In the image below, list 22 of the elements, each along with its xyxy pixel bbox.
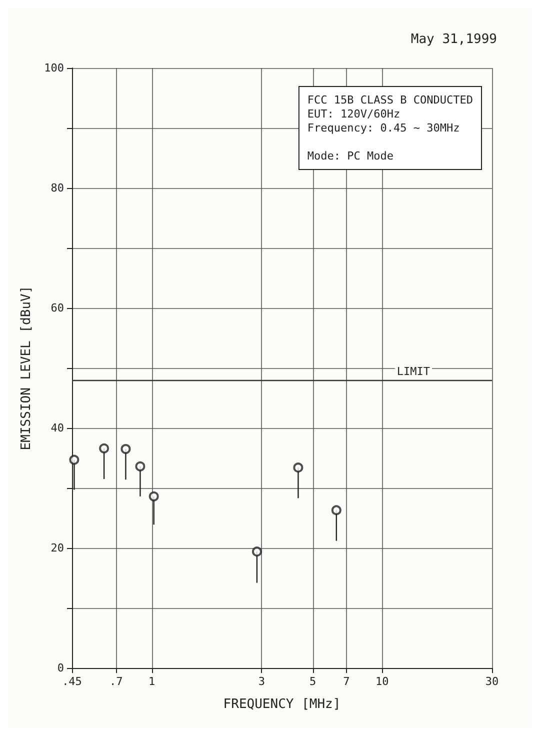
x-tick-label: .45	[62, 675, 82, 688]
annotation: FCC 15B CLASS B CONDUCTED	[307, 94, 474, 106]
annotation: Frequency: 0.45 ~ 30MHz	[307, 122, 460, 134]
annotation: EUT: 120V/60Hz	[307, 108, 400, 120]
x-tick-label: 30	[485, 675, 499, 688]
x-tick-label: .7	[110, 675, 123, 688]
x-tick-label: 1	[148, 675, 156, 688]
y-tick-label: 40	[50, 422, 64, 434]
y-tick-label: 0	[57, 662, 64, 674]
x-tick-label: 10	[376, 675, 389, 688]
x-tick-label: 7	[343, 675, 350, 688]
y-axis-title: EMISSION LEVEL [dBuV]	[19, 286, 34, 450]
y-tick-label: 100	[44, 62, 64, 74]
x-axis-title: FREQUENCY [MHz]	[223, 697, 341, 712]
y-tick-label: 60	[50, 302, 64, 314]
chart-subtitle: May 31,1999	[410, 32, 497, 47]
x-tick-label: 5	[310, 675, 316, 688]
y-tick-label: 80	[50, 182, 64, 194]
y-tick-label: 20	[50, 542, 64, 554]
annotation: Mode: PC Mode	[307, 150, 394, 162]
x-tick-label: 3	[258, 675, 266, 688]
ref-line-label: LIMIT	[396, 365, 430, 378]
